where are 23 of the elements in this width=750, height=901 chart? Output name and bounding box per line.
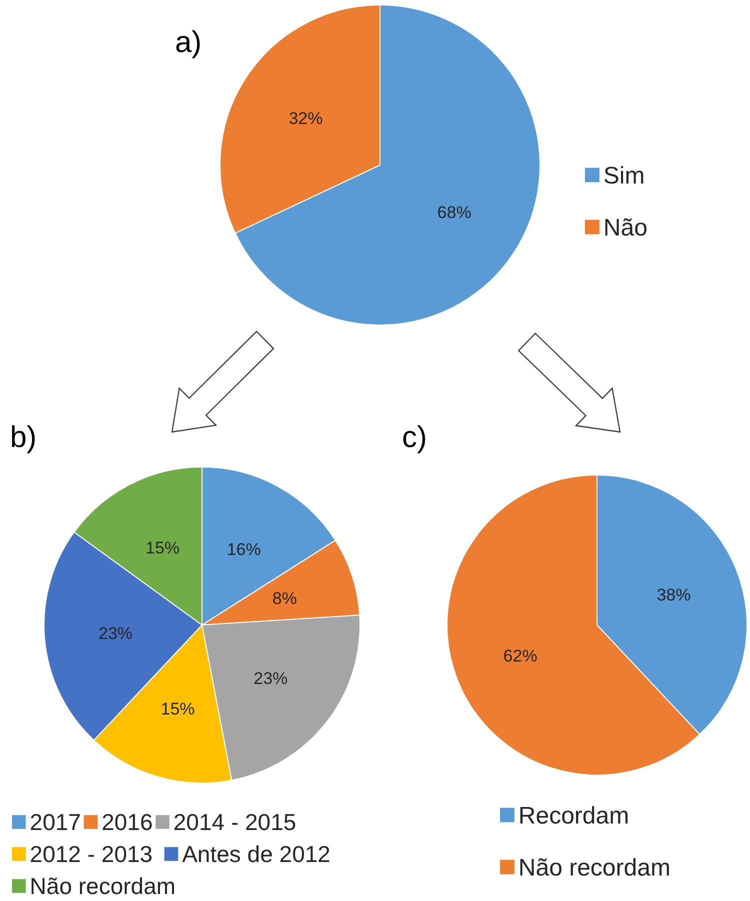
legend-label: Não recordam xyxy=(30,873,176,900)
data-label: 23% xyxy=(98,624,132,644)
data-label: 38% xyxy=(656,586,691,605)
legend-label: Antes de 2012 xyxy=(182,841,330,868)
legend-label: Sim xyxy=(603,162,645,190)
legend-label: Não recordam xyxy=(518,854,670,882)
data-label: 16% xyxy=(226,540,261,559)
data-label: 62% xyxy=(503,646,538,666)
legend-label: 2014 - 2015 xyxy=(173,809,296,836)
chart-title: b) xyxy=(10,421,37,454)
data-label: 32% xyxy=(288,108,323,128)
chart-title: c) xyxy=(402,421,427,454)
legend-label: Recordam xyxy=(518,802,630,830)
text: a) xyxy=(175,26,202,59)
legend-label: 2016 xyxy=(102,809,153,836)
legend-label: 2012 - 2013 xyxy=(30,841,153,868)
data-label: 68% xyxy=(437,203,472,222)
data-label: 23% xyxy=(254,669,288,688)
data-label: 15% xyxy=(146,538,180,558)
legend-label: 2017 xyxy=(30,809,81,836)
data-label: 8% xyxy=(272,589,297,608)
legend-label: Não xyxy=(603,214,648,242)
data-label: 15% xyxy=(160,699,195,718)
